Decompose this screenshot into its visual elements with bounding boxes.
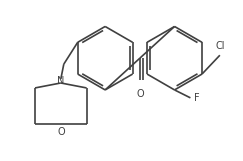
Text: O: O	[57, 127, 65, 137]
Text: F: F	[194, 93, 200, 103]
Text: O: O	[136, 89, 144, 99]
Text: Cl: Cl	[215, 41, 225, 51]
Text: N: N	[57, 76, 64, 86]
